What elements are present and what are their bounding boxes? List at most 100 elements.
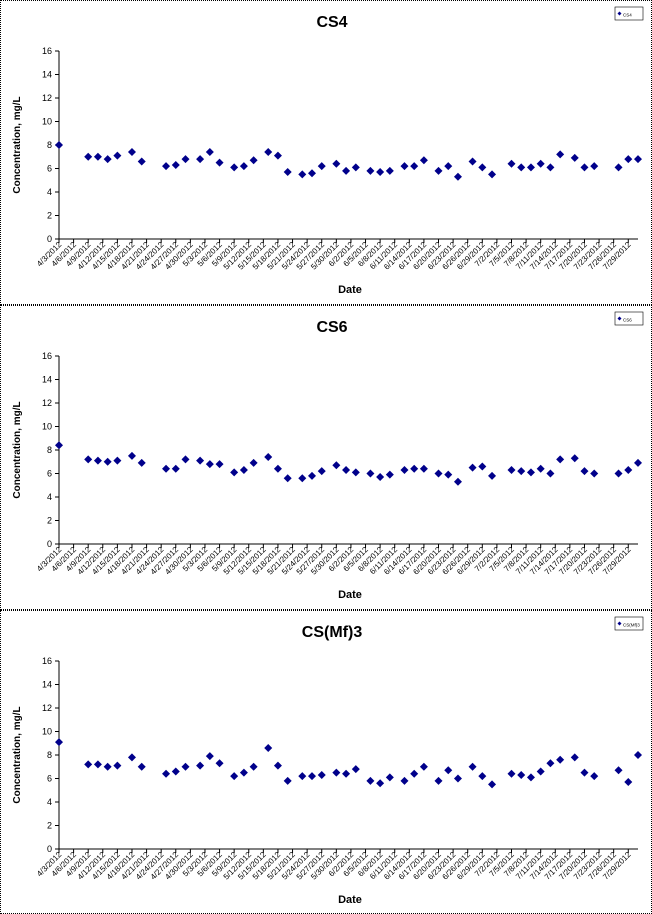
chart1-data-point xyxy=(590,469,599,478)
chart1-data-point xyxy=(385,470,394,479)
chart0-y-tick-label: 6 xyxy=(47,164,52,174)
chart2-data-point xyxy=(580,768,589,777)
chart1-data-point xyxy=(570,454,579,463)
chart2-data-point xyxy=(239,768,248,777)
chart1-data-point xyxy=(84,455,93,464)
chart1-legend-box xyxy=(614,311,644,326)
chart1-data-point xyxy=(444,470,453,479)
chart0-y-tick-label: 8 xyxy=(47,140,52,150)
chart2-data-point xyxy=(410,769,419,778)
chart1-data-point xyxy=(317,467,326,476)
chart0-data-point xyxy=(546,163,555,172)
chart1-y-tick-label: 6 xyxy=(47,469,52,479)
chart1-data-point xyxy=(298,474,307,483)
chart0-data-point xyxy=(478,163,487,172)
chart2-data-point xyxy=(590,772,599,781)
chart2-data-point xyxy=(332,768,341,777)
chart0-data-point xyxy=(239,162,248,171)
chart2-data-point xyxy=(453,774,462,783)
chart2-data-point xyxy=(570,753,579,762)
chart2-data-point xyxy=(230,772,239,781)
chart1-data-point xyxy=(230,468,239,477)
chart0-data-point xyxy=(410,162,419,171)
chart1-data-point xyxy=(215,460,224,469)
chart2-data-point xyxy=(400,776,409,785)
chart1-data-point xyxy=(342,465,351,474)
chart0-data-point xyxy=(419,156,428,165)
chart1-data-point xyxy=(634,458,642,467)
chart2-y-tick-label: 4 xyxy=(47,797,52,807)
chart2-data-point xyxy=(546,759,555,768)
chart1-data-point xyxy=(410,464,419,473)
chart2-data-point xyxy=(308,772,317,781)
chart1-data-point xyxy=(376,473,385,482)
chart1-y-tick-label: 16 xyxy=(42,351,52,361)
chart1-y-tick-label: 10 xyxy=(42,422,52,432)
chart0-data-point xyxy=(171,160,180,169)
chart2-data-point xyxy=(444,766,453,775)
chart2-data-point xyxy=(517,770,526,779)
chart0-data-point xyxy=(570,153,579,162)
chart1-data-point xyxy=(137,458,146,467)
chart1-data-point xyxy=(273,464,282,473)
chart1-data-point xyxy=(264,453,273,462)
chart0-data-point xyxy=(103,155,112,164)
chart0-data-point xyxy=(634,155,642,164)
chart0-data-point xyxy=(624,155,633,164)
chart2-data-point xyxy=(507,769,516,778)
chart0-data-point xyxy=(453,172,462,181)
chart2-data-point xyxy=(536,767,545,776)
chart2-data-point xyxy=(196,761,205,770)
chart0-x-axis-title: Date xyxy=(338,284,362,296)
chart2-data-point xyxy=(556,755,565,764)
chart2-data-point xyxy=(298,772,307,781)
chart0-data-point xyxy=(556,150,565,159)
chart2-data-point xyxy=(634,751,642,759)
chart0-data-point xyxy=(376,168,385,177)
chart2-title: CS(Mf)3 xyxy=(302,624,363,641)
chart2-y-tick-label: 16 xyxy=(42,656,52,666)
chart0-y-tick-label: 12 xyxy=(42,93,52,103)
chart2-data-point xyxy=(468,762,477,771)
chart0-data-point xyxy=(536,159,545,168)
chart0-y-tick-label: 16 xyxy=(42,46,52,56)
chart2-data-point xyxy=(55,738,63,747)
chart1-data-point xyxy=(55,441,63,450)
chart1-x-axis-title: Date xyxy=(338,589,362,601)
chart1-y-axis-title: Concentration, mg/L xyxy=(12,401,23,498)
chart1-data-point xyxy=(488,471,497,480)
chart0-legend-marker xyxy=(617,11,622,16)
chart2-data-point xyxy=(376,779,385,788)
chart2-data-point xyxy=(171,767,180,776)
chart1-data-point xyxy=(308,471,317,480)
chart1-y-tick-label: 12 xyxy=(42,398,52,408)
chart2-data-point xyxy=(205,752,214,761)
chart2-data-point xyxy=(385,773,394,782)
chart2-legend-marker xyxy=(617,621,622,626)
chart0-data-point xyxy=(249,156,258,165)
chart1-data-point xyxy=(205,460,214,469)
chart1-data-point xyxy=(526,468,535,477)
chart0-y-tick-label: 0 xyxy=(47,234,52,244)
chart0-data-point xyxy=(298,170,307,179)
chart1-data-point xyxy=(419,464,428,473)
chart1-y-tick-label: 4 xyxy=(47,492,52,502)
chart0-data-point xyxy=(332,159,341,168)
chart1-data-point xyxy=(614,469,623,478)
chart0-legend-box xyxy=(614,6,644,21)
chart1-data-point xyxy=(249,458,258,467)
chart2-y-tick-label: 8 xyxy=(47,750,52,760)
chart-cs4: CS4 CS402468101214164/3/20124/6/20124/9/2… xyxy=(12,6,644,296)
chart1-data-point xyxy=(536,464,545,473)
chart0-data-point xyxy=(614,163,623,172)
chart2-data-point xyxy=(264,743,273,752)
chart1-legend-marker xyxy=(617,316,622,321)
chart0-data-point xyxy=(205,148,214,157)
chart2-data-point xyxy=(478,772,487,781)
chart2-y-tick-label: 10 xyxy=(42,727,52,737)
chart1-y-tick-label: 8 xyxy=(47,445,52,455)
chart1-data-point xyxy=(196,456,205,465)
chart-cs6: CS6 CS602468101214164/3/20124/6/20124/9/2… xyxy=(12,311,644,601)
chart2-x-axis-title: Date xyxy=(338,894,362,906)
